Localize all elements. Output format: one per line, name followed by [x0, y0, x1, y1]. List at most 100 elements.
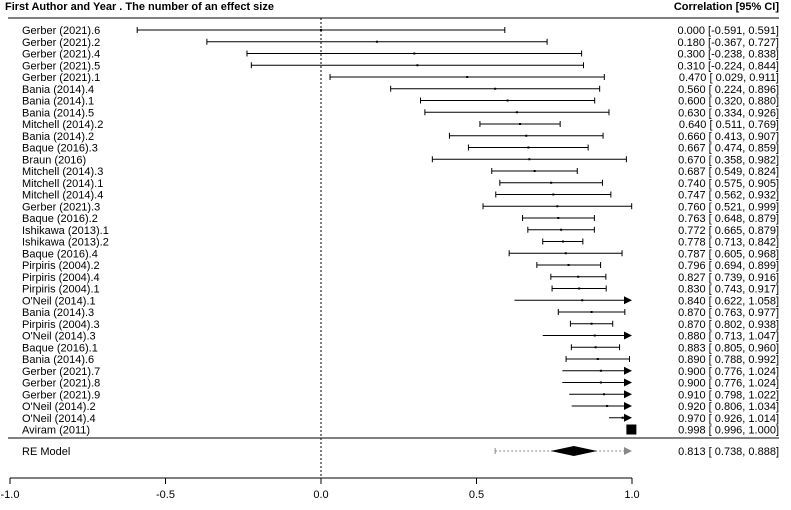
- study-estimate-text: 0.667 [ 0.474, 0.859]: [678, 143, 779, 155]
- effect-square: [561, 240, 564, 243]
- effect-square: [550, 181, 553, 184]
- study-label: Baque (2016).4: [22, 248, 98, 260]
- study-estimate-text: 0.910 [ 0.798, 1.022]: [678, 389, 779, 401]
- effect-square: [515, 111, 518, 114]
- effect-square: [564, 252, 567, 255]
- effect-square: [506, 99, 509, 102]
- study-estimate-text: 0.827 [ 0.739, 0.916]: [678, 272, 779, 284]
- effect-square: [416, 64, 419, 67]
- summary-label: RE Model: [22, 446, 70, 458]
- study-label: Mitchell (2014).1: [22, 178, 103, 190]
- x-tick-label: 0.0: [313, 489, 328, 501]
- effect-square: [599, 369, 602, 372]
- summary-diamond: [550, 446, 598, 456]
- study-estimate-text: 0.640 [ 0.511, 0.769]: [679, 119, 779, 131]
- ci-arrow: [624, 402, 632, 410]
- effect-square: [581, 299, 584, 302]
- x-tick-label: 1.0: [624, 489, 639, 501]
- study-label: Ishikawa (2013).2: [22, 237, 109, 249]
- study-label: O'Neil (2014).2: [22, 401, 96, 413]
- study-label: Bania (2014).6: [22, 354, 94, 366]
- study-label: Gerber (2021).5: [22, 60, 100, 72]
- effect-square: [556, 205, 559, 208]
- study-estimate-text: 0.660 [ 0.413, 0.907]: [678, 131, 779, 143]
- study-estimate-text: 0.600 [ 0.320, 0.880]: [678, 96, 779, 108]
- study-estimate-text: 0.870 [ 0.802, 0.938]: [678, 319, 779, 331]
- study-label: Gerber (2021).3: [22, 201, 100, 213]
- effect-square: [596, 358, 599, 360]
- effect-square: [590, 311, 593, 313]
- study-label: Mitchell (2014).4: [22, 190, 103, 202]
- study-estimate-text: 0.900 [ 0.776, 1.024]: [678, 366, 779, 378]
- effect-square: [593, 334, 596, 337]
- header-left: First Author and Year . The number of an…: [5, 1, 274, 13]
- study-estimate-text: 0.840 [ 0.622, 1.058]: [678, 295, 779, 307]
- study-label: Gerber (2021).7: [22, 366, 100, 378]
- study-estimate-text: 0.998 [ 0.996, 1.000]: [678, 425, 779, 437]
- study-label: Ishikawa (2013).1: [22, 225, 109, 237]
- x-tick-label: -1.0: [1, 489, 20, 501]
- effect-square: [606, 405, 609, 407]
- study-estimate-text: 0.000 [-0.591, 0.591]: [677, 25, 779, 37]
- ci-arrow: [624, 366, 632, 375]
- study-estimate-text: 0.630 [ 0.334, 0.926]: [678, 107, 779, 119]
- effect-square: [626, 424, 637, 435]
- effect-square: [525, 134, 528, 137]
- study-label: Pirpiris (2004).4: [22, 272, 100, 284]
- effect-square: [578, 287, 581, 290]
- study-label: Braun (2016): [22, 154, 86, 166]
- study-estimate-text: 0.772 [ 0.665, 0.879]: [678, 225, 779, 237]
- study-estimate-text: 0.740 [ 0.575, 0.905]: [678, 178, 779, 190]
- effect-square: [594, 346, 597, 349]
- effect-square: [552, 193, 555, 196]
- study-estimate-text: 0.300 [-0.238, 0.838]: [677, 49, 779, 61]
- study-label: Baque (2016).2: [22, 213, 98, 225]
- ci-arrow: [624, 296, 632, 305]
- study-label: Gerber (2021).9: [22, 389, 100, 401]
- effect-square: [413, 52, 416, 55]
- study-estimate-text: 0.900 [ 0.776, 1.024]: [678, 378, 779, 390]
- study-label: Bania (2014).1: [22, 96, 94, 108]
- study-label: Gerber (2021).1: [22, 72, 100, 84]
- study-estimate-text: 0.787 [ 0.605, 0.968]: [678, 248, 779, 260]
- study-estimate-text: 0.890 [ 0.788, 0.992]: [678, 354, 779, 366]
- study-label: Gerber (2021).6: [22, 25, 100, 37]
- study-estimate-text: 0.180 [-0.367, 0.727]: [677, 37, 779, 49]
- ci-arrow: [624, 390, 632, 399]
- study-label: Pirpiris (2004).1: [22, 284, 100, 296]
- effect-square: [590, 322, 593, 325]
- study-estimate-text: 0.778 [ 0.713, 0.842]: [678, 237, 779, 249]
- study-label: Aviram (2011): [22, 425, 90, 437]
- study-estimate-text: 0.830 [ 0.743, 0.917]: [678, 284, 779, 296]
- study-label: Pirpiris (2004).2: [22, 260, 100, 272]
- study-estimate-text: 0.796 [ 0.694, 0.899]: [678, 260, 779, 272]
- study-label: Bania (2014).3: [22, 307, 94, 319]
- effect-square: [557, 217, 560, 219]
- study-estimate-text: 0.880 [ 0.713, 1.047]: [678, 331, 779, 343]
- study-estimate-text: 0.747 [ 0.562, 0.932]: [678, 190, 779, 202]
- study-label: Bania (2014).2: [22, 131, 94, 143]
- x-tick-label: 0.5: [469, 489, 484, 501]
- study-estimate-text: 0.310 [-0.224, 0.844]: [677, 60, 779, 72]
- effect-square: [320, 29, 322, 31]
- study-label: O'Neil (2014).4: [22, 413, 96, 425]
- study-estimate-text: 0.883 [ 0.805, 0.960]: [678, 342, 779, 354]
- study-estimate-text: 0.470 [ 0.029, 0.911]: [679, 72, 779, 84]
- study-label: Gerber (2021).8: [22, 378, 100, 390]
- effect-square: [603, 393, 606, 396]
- effect-square: [577, 275, 580, 278]
- study-estimate-text: 0.560 [ 0.224, 0.896]: [678, 84, 779, 96]
- ci-arrow: [624, 331, 632, 340]
- effect-square: [527, 146, 530, 149]
- header-right: Correlation [95% CI]: [674, 1, 779, 13]
- effect-square: [621, 416, 624, 419]
- effect-square: [466, 76, 469, 78]
- study-label: Gerber (2021).2: [22, 37, 100, 49]
- summary-estimate-text: 0.813 [ 0.738, 0.888]: [678, 446, 779, 458]
- effect-square: [494, 87, 497, 90]
- study-label: O'Neil (2014).1: [22, 295, 96, 307]
- study-label: O'Neil (2014).3: [22, 331, 96, 343]
- effect-square: [533, 170, 536, 172]
- effect-square: [519, 123, 522, 125]
